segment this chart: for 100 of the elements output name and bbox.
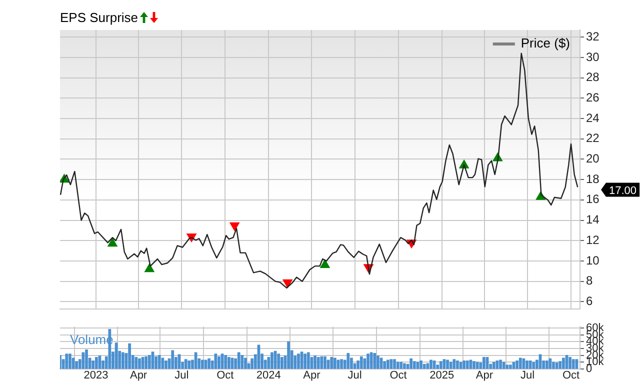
y-tick-label: 18 xyxy=(586,172,600,186)
x-tick-label: Jul xyxy=(348,370,362,382)
bar xyxy=(499,360,502,369)
bar xyxy=(403,363,406,369)
bar xyxy=(502,362,506,369)
bar xyxy=(297,354,300,369)
bar xyxy=(184,359,188,369)
x-tick-label: Oct xyxy=(562,370,580,382)
bar xyxy=(506,364,509,369)
bar xyxy=(68,354,72,369)
bar xyxy=(316,357,320,369)
y-tick-label: 28 xyxy=(586,70,600,84)
bar xyxy=(144,356,148,369)
bar xyxy=(324,356,326,369)
bar xyxy=(287,341,290,369)
bar xyxy=(92,360,95,369)
bar xyxy=(128,343,131,369)
point xyxy=(282,279,292,288)
bar xyxy=(370,352,373,369)
bar xyxy=(346,352,350,369)
bar xyxy=(270,352,274,369)
bar xyxy=(320,356,324,369)
bar xyxy=(562,358,565,369)
bar xyxy=(390,359,393,369)
bar xyxy=(158,354,161,369)
bar xyxy=(366,354,370,369)
bar xyxy=(526,360,528,369)
bar xyxy=(200,360,204,369)
bar xyxy=(393,359,396,369)
bar xyxy=(214,354,218,369)
bar xyxy=(420,360,422,369)
bar xyxy=(224,354,228,369)
bar xyxy=(462,360,466,369)
bar xyxy=(383,361,386,369)
y-tick-label: 22 xyxy=(586,131,600,146)
bar xyxy=(340,359,343,369)
bar xyxy=(65,354,68,369)
chart-title: EPS Surprise xyxy=(60,10,138,25)
bar xyxy=(509,364,512,369)
bar xyxy=(572,359,575,369)
bar xyxy=(72,358,75,369)
bar xyxy=(426,363,430,369)
bar xyxy=(552,362,555,369)
x-tick-label: 2025 xyxy=(430,370,454,382)
bar xyxy=(98,356,102,369)
bar xyxy=(446,360,449,369)
bar xyxy=(400,362,403,369)
y-tick-label: 6 xyxy=(586,294,593,308)
bar xyxy=(240,354,244,369)
y-tick-label: 10 xyxy=(586,253,600,268)
series-label: Price ($) xyxy=(520,36,570,51)
y-tick-label: 20 xyxy=(586,152,600,166)
bar xyxy=(188,360,191,369)
x-tick-label: Apr xyxy=(303,370,321,382)
bar xyxy=(277,354,280,369)
x-tick-label: Apr xyxy=(130,370,148,382)
bar xyxy=(472,361,476,369)
y-tick-label: 8 xyxy=(586,274,593,288)
x-tick-label: 2023 xyxy=(84,370,108,382)
bar xyxy=(314,356,316,369)
bar xyxy=(85,350,88,369)
bar xyxy=(376,356,380,369)
bar xyxy=(396,362,400,369)
bar xyxy=(386,360,390,369)
bar xyxy=(558,361,562,369)
bar xyxy=(452,359,456,369)
bar xyxy=(230,358,234,369)
x-tick-label: 2024 xyxy=(256,370,281,382)
bar xyxy=(148,354,151,369)
bar xyxy=(439,361,442,369)
bar xyxy=(227,357,230,369)
point xyxy=(230,222,240,231)
bar xyxy=(333,358,336,369)
y-tick-label: 24 xyxy=(586,110,600,125)
bar xyxy=(208,358,210,369)
bar xyxy=(330,357,334,369)
bar xyxy=(456,360,459,369)
bar xyxy=(555,362,558,369)
bar xyxy=(516,360,518,369)
y-tick-label: 16 xyxy=(586,192,600,206)
bar xyxy=(492,362,496,369)
bar xyxy=(356,360,360,369)
x-tick-label: Jul xyxy=(174,370,189,382)
bar xyxy=(422,364,426,369)
bar xyxy=(237,352,240,369)
bar xyxy=(171,350,174,369)
bar xyxy=(306,352,310,369)
bar xyxy=(373,352,376,369)
x-tick-label: Oct xyxy=(216,370,234,382)
bar xyxy=(122,352,124,369)
y-tick-label: 14 xyxy=(586,212,600,227)
bar xyxy=(410,358,413,369)
bar xyxy=(75,361,78,369)
bar xyxy=(412,361,416,369)
bar xyxy=(134,357,138,369)
bar xyxy=(164,360,168,369)
bar xyxy=(244,358,247,369)
x-tick-label: Apr xyxy=(476,370,494,382)
bar xyxy=(250,358,254,369)
bar xyxy=(545,360,548,369)
